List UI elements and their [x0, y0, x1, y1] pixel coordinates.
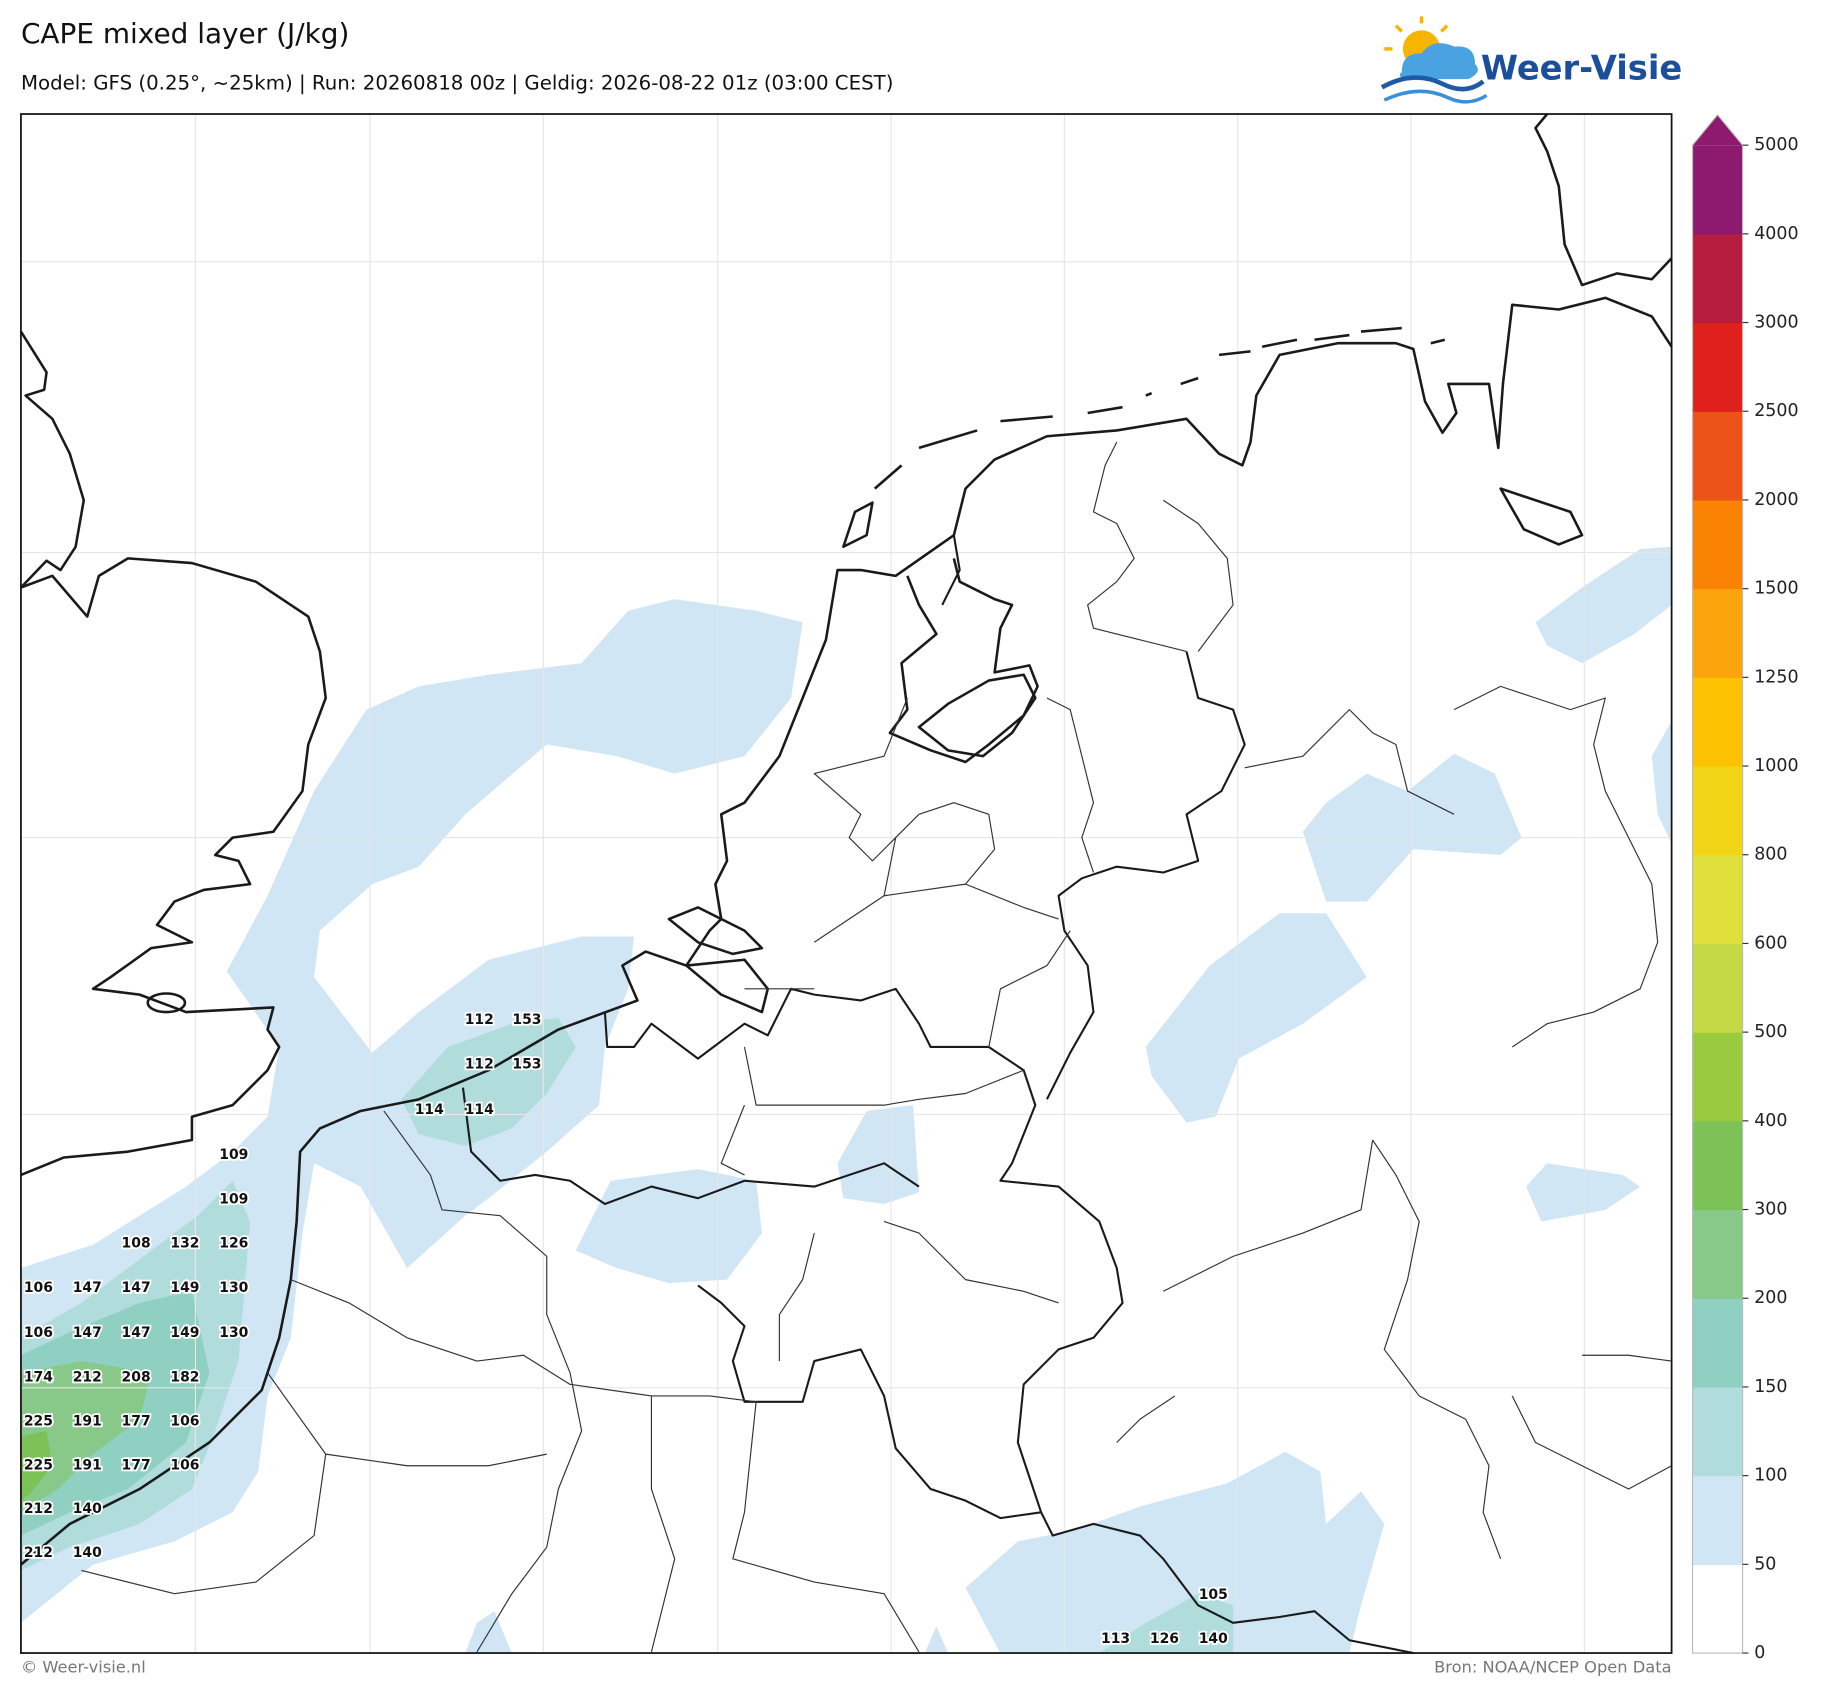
- colorbar-band: [1692, 411, 1743, 501]
- colorbar-band: [1692, 1298, 1743, 1388]
- colorbar-band: [1692, 145, 1743, 235]
- value-label: 113: [1101, 1631, 1130, 1647]
- value-label: 106: [170, 1458, 199, 1474]
- cape-shading: [20, 546, 1672, 1654]
- value-label: 140: [1199, 1631, 1228, 1647]
- map: 112 153 112 153 114 114 109 109 108 132 126 106 147 1…: [19, 113, 1673, 1655]
- colorbar-tick-label: 0: [1754, 1643, 1765, 1663]
- graticule: [20, 114, 1672, 1654]
- value-label: 149: [170, 1325, 199, 1341]
- value-label: 106: [24, 1280, 53, 1296]
- value-label: 182: [170, 1369, 199, 1385]
- footer-right: Bron: NOAA/NCEP Open Data: [1434, 1658, 1672, 1677]
- value-label: 212: [24, 1501, 53, 1517]
- value-label: 208: [122, 1369, 151, 1385]
- colorbar-band: [1692, 1564, 1743, 1654]
- colorbar-tick-label: 200: [1754, 1288, 1787, 1308]
- colorbar-tick-label: 4000: [1754, 224, 1798, 244]
- colorbar-tick-label: 400: [1754, 1111, 1787, 1131]
- colorbar-band: [1692, 1475, 1743, 1565]
- colorbar-tick-label: 500: [1754, 1022, 1787, 1042]
- colorbar-band: [1692, 588, 1743, 678]
- value-label: 109: [219, 1147, 248, 1163]
- colorbar-band: [1692, 322, 1743, 412]
- value-label: 153: [512, 1012, 541, 1028]
- footer-left: © Weer-visie.nl: [21, 1658, 146, 1677]
- subtitle: Model: GFS (0.25°, ~25km) | Run: 2026081…: [21, 71, 894, 94]
- colorbar-tick-label: 1250: [1754, 667, 1798, 687]
- value-label: 212: [24, 1545, 53, 1561]
- value-label: 106: [24, 1325, 53, 1341]
- value-label: 191: [73, 1414, 102, 1430]
- logo-text: Weer-Visie: [1481, 48, 1682, 87]
- colorbar-band: [1692, 854, 1743, 945]
- colorbar-band: [1692, 1120, 1743, 1211]
- value-label: 147: [122, 1280, 151, 1296]
- value-label: 114: [465, 1102, 494, 1118]
- value-label: 112: [465, 1056, 494, 1072]
- colorbar-tick-label: 50: [1754, 1554, 1776, 1574]
- value-label: 212: [73, 1369, 102, 1385]
- value-labels: 112 153 112 153 114 114 109 109 108 132 126 106 147 1…: [22, 1010, 1230, 1648]
- colorbar-band: [1692, 766, 1743, 856]
- value-label: 147: [73, 1280, 102, 1296]
- value-label: 109: [219, 1191, 248, 1207]
- colorbar-tick-label: 600: [1754, 933, 1787, 953]
- map-frame: [20, 113, 1673, 1654]
- value-label: 140: [73, 1501, 102, 1517]
- value-label: 140: [73, 1545, 102, 1561]
- value-label: 126: [1150, 1631, 1179, 1647]
- colorbar-tick-label: 3000: [1754, 313, 1798, 333]
- colorbar-extend: [1692, 114, 1743, 146]
- colorbar-tick-label: 1500: [1754, 579, 1798, 599]
- colorbar-tick-label: 100: [1754, 1466, 1787, 1486]
- colorbar-band: [1692, 499, 1743, 590]
- value-label: 225: [24, 1414, 53, 1430]
- colorbar-tick-label: 300: [1754, 1200, 1787, 1220]
- logo: Weer-Visie: [1380, 16, 1682, 104]
- colorbar-tick-label: 800: [1754, 845, 1787, 865]
- value-label: 191: [73, 1458, 102, 1474]
- title: CAPE mixed layer (J/kg): [21, 17, 349, 50]
- colorbar-tick-label: 2500: [1754, 401, 1798, 421]
- colorbar-outline: [1691, 114, 1744, 1654]
- value-label: 112: [465, 1012, 494, 1028]
- colorbar-band: [1692, 1032, 1743, 1122]
- value-label: 147: [73, 1325, 102, 1341]
- value-label: 177: [122, 1414, 151, 1430]
- value-label: 126: [219, 1236, 248, 1252]
- value-label: 147: [122, 1325, 151, 1341]
- value-label: 177: [122, 1458, 151, 1474]
- colorbar: 0 50 100 150 200 300 400 500 600 800 1000 1250 1500 2…: [1691, 114, 1799, 1663]
- colorbar-band: [1692, 677, 1743, 767]
- value-label: 130: [219, 1325, 248, 1341]
- colorbar-tick-label: 5000: [1754, 135, 1798, 155]
- colorbar-tick-label: 1000: [1754, 756, 1798, 776]
- value-label: 130: [219, 1280, 248, 1296]
- value-label: 132: [170, 1236, 199, 1252]
- value-label: 114: [415, 1102, 444, 1118]
- value-label: 153: [512, 1056, 541, 1072]
- value-label: 105: [1199, 1587, 1228, 1603]
- value-label: 174: [24, 1369, 53, 1385]
- colorbar-band: [1692, 1209, 1743, 1299]
- value-label: 106: [170, 1414, 199, 1430]
- value-label: 149: [170, 1280, 199, 1296]
- colorbar-band: [1692, 1386, 1743, 1477]
- borders: [81, 441, 1672, 1655]
- value-label: 108: [122, 1236, 151, 1252]
- colorbar-band: [1692, 943, 1743, 1033]
- value-label: 225: [24, 1458, 53, 1474]
- colorbar-tick-label: 150: [1754, 1377, 1787, 1397]
- colorbar-band: [1692, 233, 1743, 324]
- coastlines: [19, 113, 1673, 1566]
- colorbar-tick-label: 2000: [1754, 490, 1798, 510]
